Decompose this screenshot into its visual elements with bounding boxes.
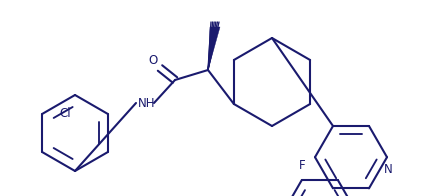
Polygon shape [208,27,220,70]
Text: F: F [298,159,305,172]
Text: Cl: Cl [59,107,71,120]
Text: N: N [384,163,392,176]
Text: O: O [149,54,158,66]
Text: NH: NH [138,96,155,110]
